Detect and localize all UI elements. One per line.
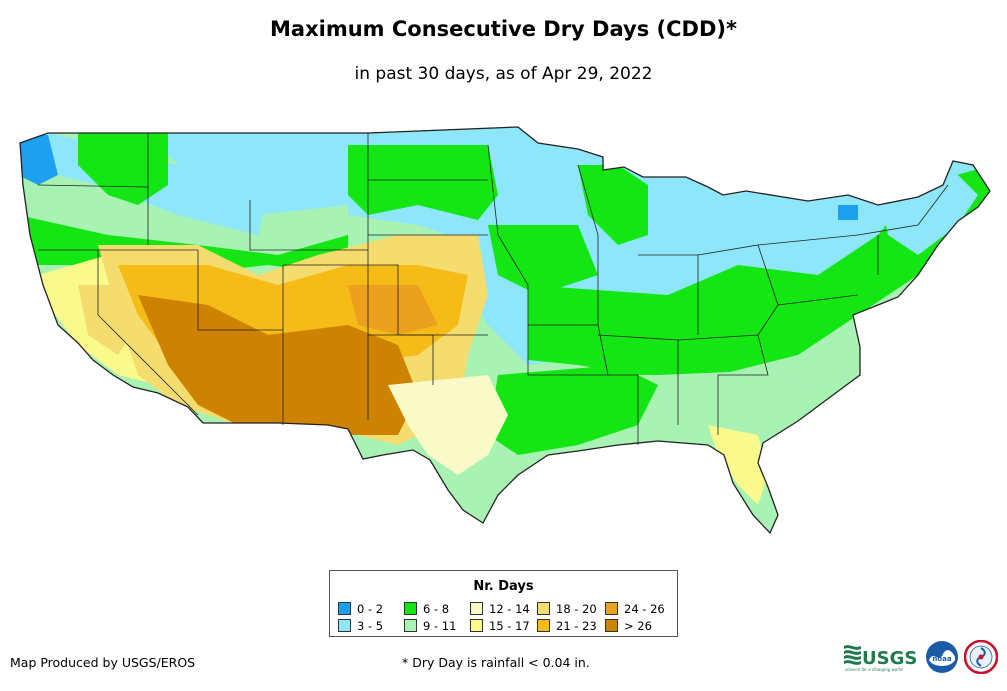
legend-item: 15 - 17 [470, 619, 530, 633]
legend-label: 15 - 17 [489, 619, 530, 633]
legend-label: 12 - 14 [489, 602, 530, 616]
legend-item: 0 - 2 [338, 602, 383, 616]
map-title: Maximum Consecutive Dry Days (CDD)* [270, 17, 737, 41]
legend-item: 18 - 20 [537, 602, 597, 616]
dry-day-note: * Dry Day is rainfall < 0.04 in. [402, 655, 590, 670]
legend-item: 6 - 8 [404, 602, 449, 616]
legend-label: 6 - 8 [423, 602, 450, 616]
noaa-logo-text: noaa [932, 655, 952, 663]
legend-swatch [338, 602, 351, 615]
legend-label: > 26 [624, 619, 652, 633]
legend-label: 24 - 26 [624, 602, 665, 616]
legend-item: 3 - 5 [338, 619, 383, 633]
cdd-map [19, 126, 991, 535]
legend-swatch [605, 602, 618, 615]
legend-label: 0 - 2 [357, 602, 384, 616]
legend-label: 9 - 11 [423, 619, 457, 633]
legend-title: Nr. Days [473, 579, 534, 594]
legend-swatch [404, 619, 417, 632]
usgs-logo-text: USGS [862, 648, 917, 669]
legend-item: 12 - 14 [470, 602, 530, 616]
usgs-logo-icon: USGS science for a changing world [844, 645, 917, 672]
noaa-logo-icon: noaa [926, 641, 958, 673]
legend-label: 18 - 20 [556, 602, 597, 616]
map-subtitle: in past 30 days, as of Apr 29, 2022 [354, 64, 653, 84]
legend-swatch [605, 619, 618, 632]
legend-swatch [338, 619, 351, 632]
legend-label: 3 - 5 [357, 619, 384, 633]
map-credit: Map Produced by USGS/EROS [10, 655, 196, 670]
legend-item: 9 - 11 [404, 619, 456, 633]
nws-logo-icon [964, 640, 998, 674]
legend-swatch [470, 602, 483, 615]
legend-item: 21 - 23 [537, 619, 597, 633]
legend: Nr. Days 0 - 2 3 - 5 6 - 8 9 - 11 12 - 1… [329, 570, 678, 637]
legend-item: > 26 [605, 619, 652, 633]
legend-label: 21 - 23 [556, 619, 597, 633]
usgs-logo-tagline: science for a changing world [845, 667, 903, 672]
legend-item: 24 - 26 [605, 602, 665, 616]
legend-swatch [537, 602, 550, 615]
legend-swatch [404, 602, 417, 615]
legend-swatch [470, 619, 483, 632]
legend-swatch [537, 619, 550, 632]
